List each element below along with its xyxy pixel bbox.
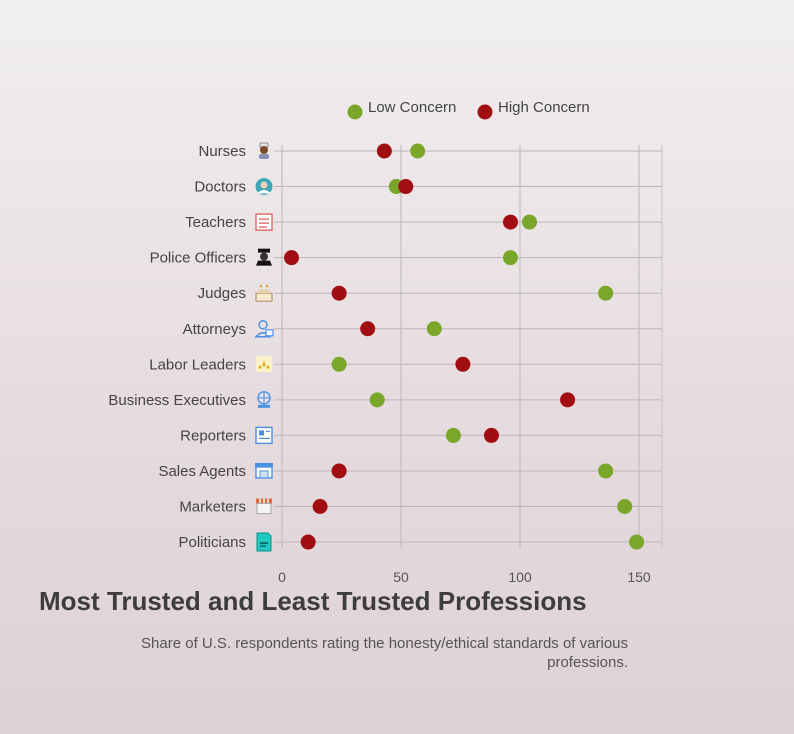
category-label: Business Executives xyxy=(108,392,246,409)
business-executive-icon xyxy=(257,391,271,408)
data-point xyxy=(426,321,442,337)
nurse-icon xyxy=(259,142,269,159)
data-point xyxy=(502,214,518,230)
data-point xyxy=(300,534,316,550)
category-rows: Nurses Doctors Teachers Police Officers Judg… xyxy=(108,142,274,552)
category-label: Sales Agents xyxy=(158,463,246,480)
category-label: Judges xyxy=(198,285,246,302)
x-tick-label: 0 xyxy=(278,569,286,585)
category-label: Doctors xyxy=(194,179,246,196)
legend-label: Low Concern xyxy=(368,99,456,116)
data-point xyxy=(398,179,414,195)
data-point xyxy=(629,534,645,550)
data-point xyxy=(455,356,471,372)
x-tick-label: 150 xyxy=(627,569,651,585)
gridlines xyxy=(274,145,663,549)
sales-agent-icon xyxy=(255,462,273,479)
data-point xyxy=(284,250,300,266)
legend-label: High Concern xyxy=(498,99,590,116)
category-label: Teachers xyxy=(185,214,246,231)
legend: Low Concern High Concern xyxy=(347,99,590,120)
chart-subtitle: Share of U.S. respondents rating the hon… xyxy=(141,635,628,671)
marketer-icon xyxy=(256,498,272,514)
data-point xyxy=(617,499,633,514)
category-label: Nurses xyxy=(198,143,246,160)
data-point xyxy=(331,285,347,301)
x-tick-label: 50 xyxy=(393,569,409,585)
labor-leader-icon xyxy=(256,356,272,373)
teacher-icon xyxy=(255,213,273,231)
x-tick-label: 100 xyxy=(508,569,532,585)
data-point xyxy=(598,463,614,479)
data-point xyxy=(410,143,426,159)
x-axis-ticks: 0 50 100 150 xyxy=(278,569,651,585)
politician-icon xyxy=(256,532,272,552)
category-label: Attorneys xyxy=(183,321,246,338)
data-point xyxy=(483,427,499,443)
data-point xyxy=(522,214,538,230)
data-point xyxy=(502,250,518,266)
data-point xyxy=(369,392,385,408)
category-label: Reporters xyxy=(180,427,246,444)
data-point xyxy=(360,321,376,337)
category-label: Marketers xyxy=(179,499,246,516)
data-point xyxy=(331,356,347,372)
judge-icon xyxy=(255,285,273,302)
doctor-icon xyxy=(255,178,273,196)
data-point xyxy=(445,427,461,443)
data-points xyxy=(284,143,645,550)
data-point xyxy=(376,143,392,159)
category-label: Labor Leaders xyxy=(149,356,246,373)
category-label: Politicians xyxy=(178,534,246,551)
legend-marker xyxy=(477,104,493,120)
data-point xyxy=(331,463,347,479)
data-point xyxy=(560,392,576,408)
legend-marker xyxy=(347,104,363,120)
chart-title: Most Trusted and Least Trusted Professio… xyxy=(39,586,587,616)
police-officer-icon xyxy=(256,248,272,266)
data-point xyxy=(598,285,614,301)
attorney-icon xyxy=(254,320,274,338)
reporter-icon xyxy=(255,426,273,445)
data-point xyxy=(312,499,328,514)
category-label: Police Officers xyxy=(150,250,246,267)
